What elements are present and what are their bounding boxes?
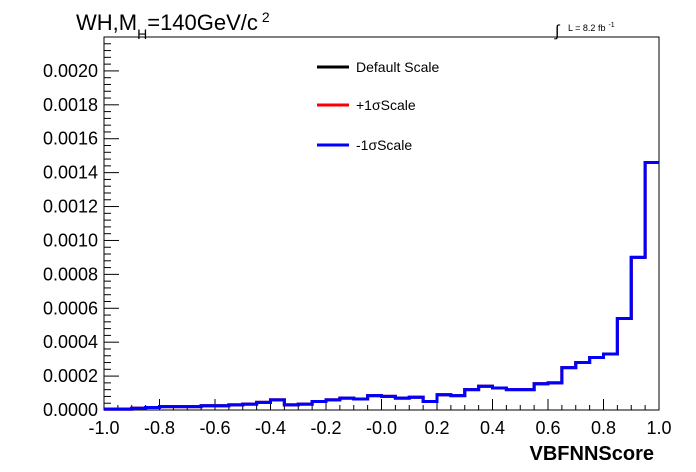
title-superscript: 2 xyxy=(262,9,270,25)
x-tick-label: -0.4 xyxy=(255,418,286,438)
x-tick-label: 0.2 xyxy=(424,418,449,438)
x-tick-label: -0.0 xyxy=(366,418,397,438)
y-tick-label: 0.0020 xyxy=(43,61,98,81)
y-tick-label: 0.0004 xyxy=(43,332,98,352)
y-tick-label: 0.0006 xyxy=(43,298,98,318)
y-tick-label: 0.0002 xyxy=(43,366,98,386)
x-axis-label: VBFNNScore xyxy=(530,443,654,465)
x-tick-label: 0.6 xyxy=(535,418,560,438)
legend-label-minus1sigma: -1σScale xyxy=(356,137,412,153)
axes: -1.0 -0.8 -0.6 -0.4 -0.2 -0.0 0.2 0.4 0.6 0.8 1.0 0… xyxy=(43,43,672,438)
y-tick-label: 0.0014 xyxy=(43,163,98,183)
x-tick-label: 1.0 xyxy=(646,418,671,438)
legend: Default Scale +1σScale -1σScale xyxy=(317,59,439,153)
y-tick-label: 0.0010 xyxy=(43,230,98,250)
series-layer xyxy=(104,160,659,411)
lumi-text: L = 8.2 fb xyxy=(568,23,605,33)
y-tick-label: 0.0008 xyxy=(43,264,98,284)
x-tick-label: -0.8 xyxy=(144,418,175,438)
title-subscript: H xyxy=(137,26,147,42)
lumi-label: L = 8.2 fb -1 xyxy=(568,22,615,33)
y-tick-label: 0.0000 xyxy=(43,400,98,420)
x-tick-label: -1.0 xyxy=(88,418,119,438)
y-tick-label: 0.0012 xyxy=(43,197,98,217)
legend-label-plus1sigma: +1σScale xyxy=(356,97,416,113)
legend-label-default: Default Scale xyxy=(356,59,439,75)
y-tick-label: 0.0018 xyxy=(43,95,98,115)
histogram-series-minus1sigma-scale xyxy=(104,160,659,411)
y-tick-label: 0.0016 xyxy=(43,129,98,149)
title-value: =140GeV/c xyxy=(147,10,258,35)
x-tick-label: 0.4 xyxy=(480,418,505,438)
lumi-superscript: -1 xyxy=(608,22,614,29)
x-tick-label: -0.6 xyxy=(199,418,230,438)
chart-title: WH,MH=140GeV/c 2 xyxy=(76,9,270,42)
x-tick-label: 0.8 xyxy=(591,418,616,438)
x-tick-label: -0.2 xyxy=(310,418,341,438)
lumi-integral-symbol: ∫ xyxy=(554,23,561,40)
title-prefix: WH,M xyxy=(76,10,137,35)
